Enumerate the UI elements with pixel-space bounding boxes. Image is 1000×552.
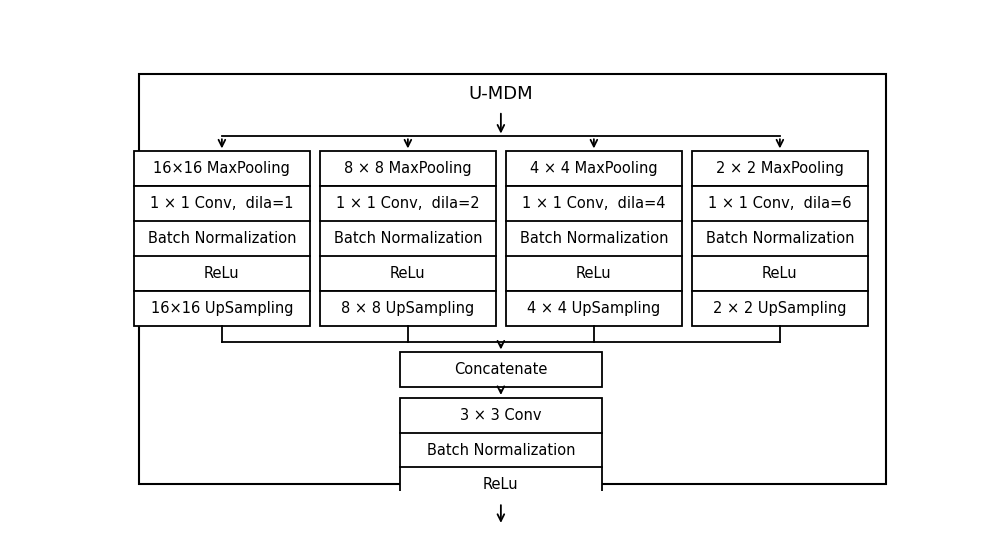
Text: 1 × 1 Conv,  dila=1: 1 × 1 Conv, dila=1 [150, 196, 294, 211]
Bar [134, 291, 310, 326]
Text: Concatenate: Concatenate [454, 362, 548, 377]
Text: 2 × 2 MaxPooling: 2 × 2 MaxPooling [716, 161, 844, 176]
Text: 1 × 1 Conv,  dila=6: 1 × 1 Conv, dila=6 [708, 196, 852, 211]
Bar [320, 291, 496, 326]
Text: ReLu: ReLu [576, 266, 612, 281]
Bar [134, 151, 310, 186]
Text: Batch Normalization: Batch Normalization [148, 231, 296, 246]
Bar [506, 291, 682, 326]
Bar [400, 352, 602, 387]
Text: Batch Normalization: Batch Normalization [334, 231, 482, 246]
Text: ReLu: ReLu [390, 266, 426, 281]
Text: 16×16 UpSampling: 16×16 UpSampling [151, 301, 293, 316]
Text: Batch Normalization: Batch Normalization [706, 231, 854, 246]
Text: 1 × 1 Conv,  dila=2: 1 × 1 Conv, dila=2 [336, 196, 480, 211]
Bar [692, 186, 868, 291]
Text: 1 × 1 Conv,  dila=4: 1 × 1 Conv, dila=4 [522, 196, 666, 211]
Text: 4 × 4 MaxPooling: 4 × 4 MaxPooling [530, 161, 658, 176]
Bar [320, 151, 496, 186]
Bar [506, 186, 682, 291]
Bar [320, 186, 496, 291]
Bar [400, 398, 602, 502]
Text: 8 × 8 UpSampling: 8 × 8 UpSampling [341, 301, 475, 316]
Bar [692, 151, 868, 186]
Text: 2 × 2 UpSampling: 2 × 2 UpSampling [713, 301, 847, 316]
Text: U-MDM: U-MDM [469, 85, 533, 103]
Text: ReLu: ReLu [204, 266, 240, 281]
Bar [506, 151, 682, 186]
Text: 8 × 8 MaxPooling: 8 × 8 MaxPooling [344, 161, 472, 176]
Bar [692, 291, 868, 326]
Text: 3 × 3 Conv: 3 × 3 Conv [460, 408, 542, 423]
Bar [134, 186, 310, 291]
Text: Batch Normalization: Batch Normalization [427, 443, 575, 458]
Text: Batch Normalization: Batch Normalization [520, 231, 668, 246]
Text: ReLu: ReLu [483, 477, 519, 492]
Text: ReLu: ReLu [762, 266, 798, 281]
Text: 16×16 MaxPooling: 16×16 MaxPooling [153, 161, 290, 176]
Text: 4 × 4 UpSampling: 4 × 4 UpSampling [527, 301, 660, 316]
